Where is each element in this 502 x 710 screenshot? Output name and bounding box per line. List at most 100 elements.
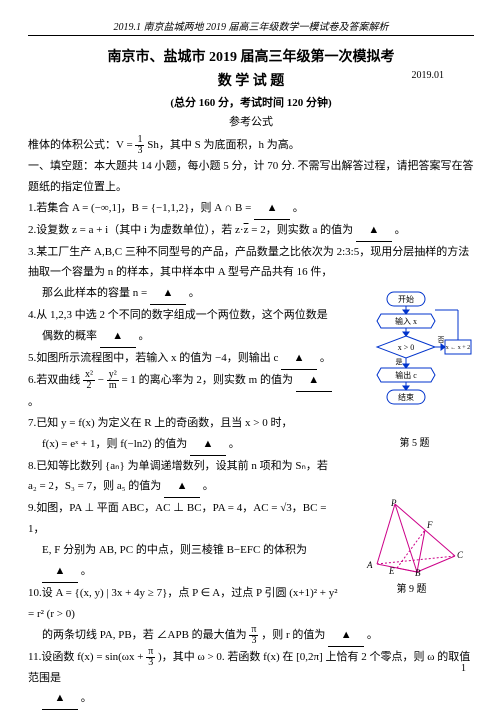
q6-frac2: y²m [107,370,119,391]
page-header: 2019.1 南京盐城两地 2019 届高三年级数学一模试卷及答案解析 [28,18,474,33]
blank: ▲ [281,348,317,370]
q2: 2.设复数 z = a + i（其中 i 为虚数单位），若 z·z = 2，则实… [28,220,474,242]
q11: 11.设函数 f(x) = sin(ωx + π3 )，其中 ω > 0. 若函… [28,647,474,689]
q5-text-a: 5.如图所示流程图中，若输入 x 的值为 −4，则输出 c [28,352,281,364]
q11-text-a: 11.设函数 f(x) = sin(ωx + [28,651,146,663]
blank: ▲ [254,198,290,220]
formula-line: 椎体的体积公式：V = 1 3 Sh，其中 S 为底面积，h 为高。 [28,135,474,156]
q4-text-a: 4.从 1,2,3 中选 2 个不同的数字组成一个两位数，这个两位数是 [28,309,328,321]
q6-end: 。 [28,396,39,408]
exam-date: 2019.01 [412,70,445,81]
q7: 7.已知 y = f(x) 为定义在 R 上的奇函数，且当 x > 0 时， [28,413,338,434]
q1-text: 1.若集合 A = (−∞,1]，B = {−1,1,2}，则 A ∩ B = [28,202,254,214]
subtitle-row: 数 学 试 题 2019.01 [28,70,474,90]
flowchart-figure: 开始 输入 x x > 0 否 是 x ← x + 2 输出 c 结束 第 5 … [357,290,472,440]
svg-text:B: B [415,568,421,576]
triangle-icon: ▲ [177,480,188,492]
svg-text:输出 c: 输出 c [395,370,417,380]
svg-text:结束: 结束 [398,392,414,402]
triangle-icon: ▲ [112,330,123,342]
reference-label: 参考公式 [28,113,474,129]
q9-text-a: 9.如图，PA ⊥ 平面 ABC，AC ⊥ BC，PA = 4，AC = √3，… [28,502,326,535]
q3-text-b: 那么此样本的容量 n = [42,287,150,299]
q11-cont: ▲ 。 [28,688,474,710]
page-number: 1 [461,663,466,674]
triangle-icon: ▲ [341,629,352,641]
q3-end: 。 [189,287,200,299]
formula-pre: 椎体的体积公式：V = [28,139,135,151]
svg-text:输入 x: 输入 x [395,316,417,326]
q4: 4.从 1,2,3 中选 2 个不同的数字组成一个两位数，这个两位数是 [28,305,338,326]
q5: 5.如图所示流程图中，若输入 x 的值为 −4，则输出 c ▲ 。 [28,348,338,370]
q7-end: 。 [229,438,240,450]
triangle-icon: ▲ [294,352,305,364]
q10-text-c: ，则 r 的值为 [261,629,328,641]
q11-end: 。 [81,692,92,704]
q9-text-b: E, F 分别为 AB, PC 的中点，则三棱锥 B−EFC 的体积为 [42,544,307,556]
q9-cont: E, F 分别为 AB, PC 的中点，则三棱锥 B−EFC 的体积为 ▲ 。 [28,540,338,583]
frac-den: 3 [135,146,144,156]
svg-text:x ← x + 2: x ← x + 2 [446,345,470,351]
blank: ▲ [296,370,332,392]
svg-text:是: 是 [396,358,403,366]
pyramid-caption: 第 9 题 [359,580,464,595]
q6-mid1: − [98,374,107,386]
svg-text:P: P [390,498,397,508]
q2-text-a: 2.设复数 z = a + i（其中 i 为虚数单位），若 z· [28,224,244,236]
svg-text:否: 否 [438,336,445,344]
blank: ▲ [190,434,226,456]
q10-frac: π3 [249,625,258,646]
q6-frac1: x²2 [83,370,95,391]
q10-text-b: 的两条切线 PA, PB，若 ∠APB 的最大值为 [42,629,249,641]
q10-end: 。 [367,629,378,641]
flowchart-caption: 第 5 题 [357,434,472,449]
q5-end: 。 [320,352,331,364]
svg-text:开始: 开始 [398,294,414,304]
exam-info: (总分 160 分，考试时间 120 分钟) [28,94,474,110]
header-rule [28,35,474,36]
q6-mid2: = 1 的离心率为 2，则实数 m 的值为 [121,374,295,386]
blank: ▲ [150,283,186,305]
triangle-icon: ▲ [368,224,379,236]
q2-end: 。 [395,224,406,236]
svg-text:A: A [366,560,373,570]
q11-frac: π3 [146,647,155,668]
q3: 3.某工厂生产 A,B,C 三种不同型号的产品，产品数量之比依次为 2:3:5，… [28,242,474,284]
section-1: 一、填空题：本大题共 14 小题，每小题 5 分，计 70 分. 不需写出解答过… [28,156,474,198]
q8: 8.已知等比数列 {aₙ} 为单调递增数列，设其前 n 项和为 Sₙ，若 a₂ … [28,456,338,499]
svg-text:x > 0: x > 0 [398,343,415,352]
exam-subtitle: 数 学 试 题 [218,74,285,89]
q10-cont: 的两条切线 PA, PB，若 ∠APB 的最大值为 π3 ，则 r 的值为 ▲ … [28,625,474,647]
q9: 9.如图，PA ⊥ 平面 ABC，AC ⊥ BC，PA = 4，AC = √3，… [28,498,338,540]
q3-text-a: 3.某工厂生产 A,B,C 三种不同型号的产品，产品数量之比依次为 2:3:5，… [28,246,469,279]
q10: 10.设 A = {(x, y) | 3x + 4y ≥ 7}，点 P ∈ A，… [28,583,338,625]
svg-text:F: F [426,520,433,530]
blank: ▲ [42,688,78,710]
q7-text-b: f(x) = eˣ + 1，则 f(−ln2) 的值为 [42,438,190,450]
triangle-icon: ▲ [55,692,66,704]
q6-text-a: 6.若双曲线 [28,374,83,386]
pyramid-figure: P A B C E F 第 9 题 [359,498,464,586]
triangle-icon: ▲ [55,565,66,577]
q6: 6.若双曲线 x²2 − y²m = 1 的离心率为 2，则实数 m 的值为 ▲… [28,370,338,413]
svg-text:C: C [457,550,464,560]
triangle-icon: ▲ [267,202,278,214]
blank: ▲ [42,561,78,583]
q7-text-a: 7.已知 y = f(x) 为定义在 R 上的奇函数，且当 x > 0 时， [28,417,292,429]
formula-post: Sh，其中 S 为底面积，h 为高。 [147,139,300,151]
q1-end: 。 [293,202,304,214]
blank: ▲ [356,220,392,242]
triangle-icon: ▲ [203,438,214,450]
q4-end: 。 [139,330,150,342]
q9-end: 。 [81,565,92,577]
q2-text-mid: = 2，则实数 a 的值为 [248,224,355,236]
svg-text:E: E [388,566,395,576]
q8-end: 。 [203,480,214,492]
exam-title: 南京市、盐城市 2019 届高三年级第一次模拟考 [28,46,474,66]
blank: ▲ [164,476,200,498]
q4-text-b: 偶数的概率 [42,330,100,342]
q10-text-a: 10.设 A = {(x, y) | 3x + 4y ≥ 7}，点 P ∈ A，… [28,587,338,620]
blank: ▲ [100,326,136,348]
blank: ▲ [328,625,364,647]
formula-fraction: 1 3 [135,135,144,156]
